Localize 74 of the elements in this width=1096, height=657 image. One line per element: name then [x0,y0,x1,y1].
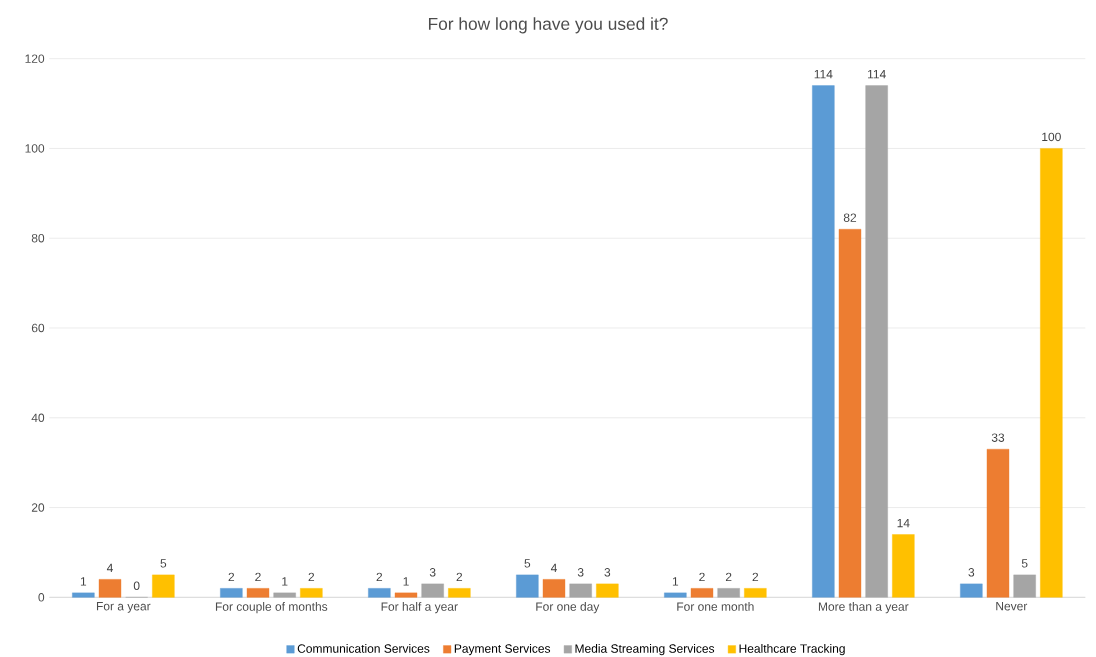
data-label: 3 [968,567,975,577]
bar [664,592,687,598]
data-label: 2 [308,572,315,581]
bar [152,574,175,598]
data-label: 2 [699,572,705,581]
x-tick-label: For one month [677,601,754,611]
bar [569,583,592,598]
bar [596,583,619,598]
data-label: 4 [550,563,557,572]
data-label: 114 [868,69,886,79]
legend-label: Healthcare Tracking [739,643,845,656]
legend-label: Communication Services [297,643,430,653]
data-label: 2 [752,572,759,581]
bar [368,588,391,598]
bar [516,574,539,598]
bar [892,534,915,598]
data-label: 2 [228,572,235,581]
y-tick-label: 80 [31,233,45,243]
x-tick-label: For couple of months [215,601,328,614]
bar [1013,574,1036,598]
bar [838,228,862,598]
bar [448,588,471,598]
data-label: 114 [814,69,833,79]
bar [717,588,740,598]
y-tick-label: 0 [38,592,45,602]
bar [273,592,296,598]
bar [960,583,983,598]
legend-label: Media Streaming Services [575,643,715,656]
data-label: 1 [282,577,288,586]
chart-title: For how long have you used it? [428,17,668,34]
data-label: 82 [843,213,857,222]
data-label: 2 [255,572,261,581]
data-label: 3 [429,567,436,577]
data-label: 1 [672,577,679,586]
data-label: 2 [725,572,732,581]
x-tick-label: More than a year [818,601,909,614]
bar [542,579,566,598]
bar [300,588,323,598]
data-label: 1 [80,577,87,586]
data-label: 4 [106,563,113,572]
data-label: 2 [456,572,463,581]
y-tick-label: 120 [25,54,45,63]
data-label: 100 [1042,132,1061,141]
x-tick-label: For one day [536,601,600,614]
data-label: 14 [897,518,910,528]
bar [220,588,243,598]
bar [98,579,122,598]
y-tick-label: 60 [31,323,45,333]
data-label: 3 [604,567,611,577]
data-label: 5 [1021,559,1028,568]
data-label: 33 [991,433,1005,442]
data-label: 5 [524,559,531,568]
bar [246,588,270,598]
data-label: 0 [133,581,140,590]
legend-label: Payment Services [454,643,551,656]
bar [72,592,95,598]
y-tick-label: 20 [31,503,45,512]
bar [1040,148,1063,598]
data-label: 1 [403,577,409,586]
bar [865,85,888,598]
x-tick-label: Never [996,601,1028,611]
bar [690,588,714,598]
x-tick-label: For a year [96,601,151,613]
data-label: 5 [160,559,167,568]
y-tick-label: 100 [25,144,45,153]
x-tick-label: For half a year [381,601,458,614]
data-label: 3 [577,567,584,577]
bar [744,588,767,598]
bar [421,583,444,598]
bar [812,85,835,598]
y-tick-label: 40 [31,413,45,422]
bar [986,448,1010,598]
data-label: 2 [376,572,383,581]
bar [394,592,418,598]
